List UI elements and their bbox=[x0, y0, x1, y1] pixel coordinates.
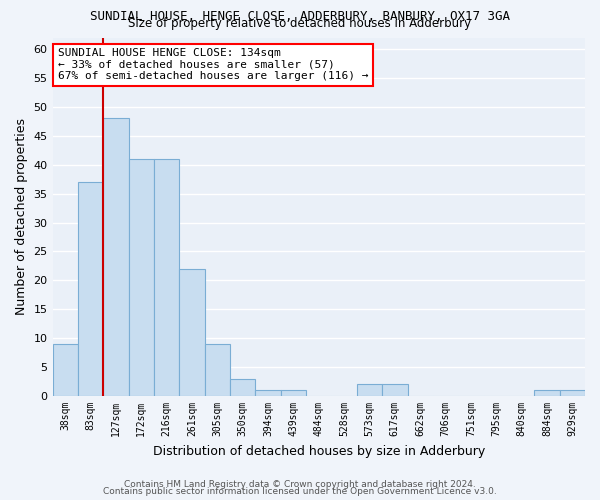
Bar bbox=[230, 378, 256, 396]
Bar bbox=[154, 159, 179, 396]
Bar bbox=[128, 159, 154, 396]
Bar bbox=[534, 390, 560, 396]
Bar bbox=[205, 344, 230, 396]
Text: SUNDIAL HOUSE HENGE CLOSE: 134sqm
← 33% of detached houses are smaller (57)
67% : SUNDIAL HOUSE HENGE CLOSE: 134sqm ← 33% … bbox=[58, 48, 368, 82]
Text: Contains HM Land Registry data © Crown copyright and database right 2024.: Contains HM Land Registry data © Crown c… bbox=[124, 480, 476, 489]
Text: Contains public sector information licensed under the Open Government Licence v3: Contains public sector information licen… bbox=[103, 487, 497, 496]
Bar bbox=[103, 118, 128, 396]
Text: Size of property relative to detached houses in Adderbury: Size of property relative to detached ho… bbox=[128, 18, 472, 30]
Bar bbox=[78, 182, 103, 396]
X-axis label: Distribution of detached houses by size in Adderbury: Distribution of detached houses by size … bbox=[152, 444, 485, 458]
Bar bbox=[179, 269, 205, 396]
Bar bbox=[256, 390, 281, 396]
Bar bbox=[382, 384, 407, 396]
Bar bbox=[560, 390, 585, 396]
Bar bbox=[281, 390, 306, 396]
Y-axis label: Number of detached properties: Number of detached properties bbox=[15, 118, 28, 316]
Bar bbox=[53, 344, 78, 396]
Bar bbox=[357, 384, 382, 396]
Text: SUNDIAL HOUSE, HENGE CLOSE, ADDERBURY, BANBURY, OX17 3GA: SUNDIAL HOUSE, HENGE CLOSE, ADDERBURY, B… bbox=[90, 10, 510, 23]
